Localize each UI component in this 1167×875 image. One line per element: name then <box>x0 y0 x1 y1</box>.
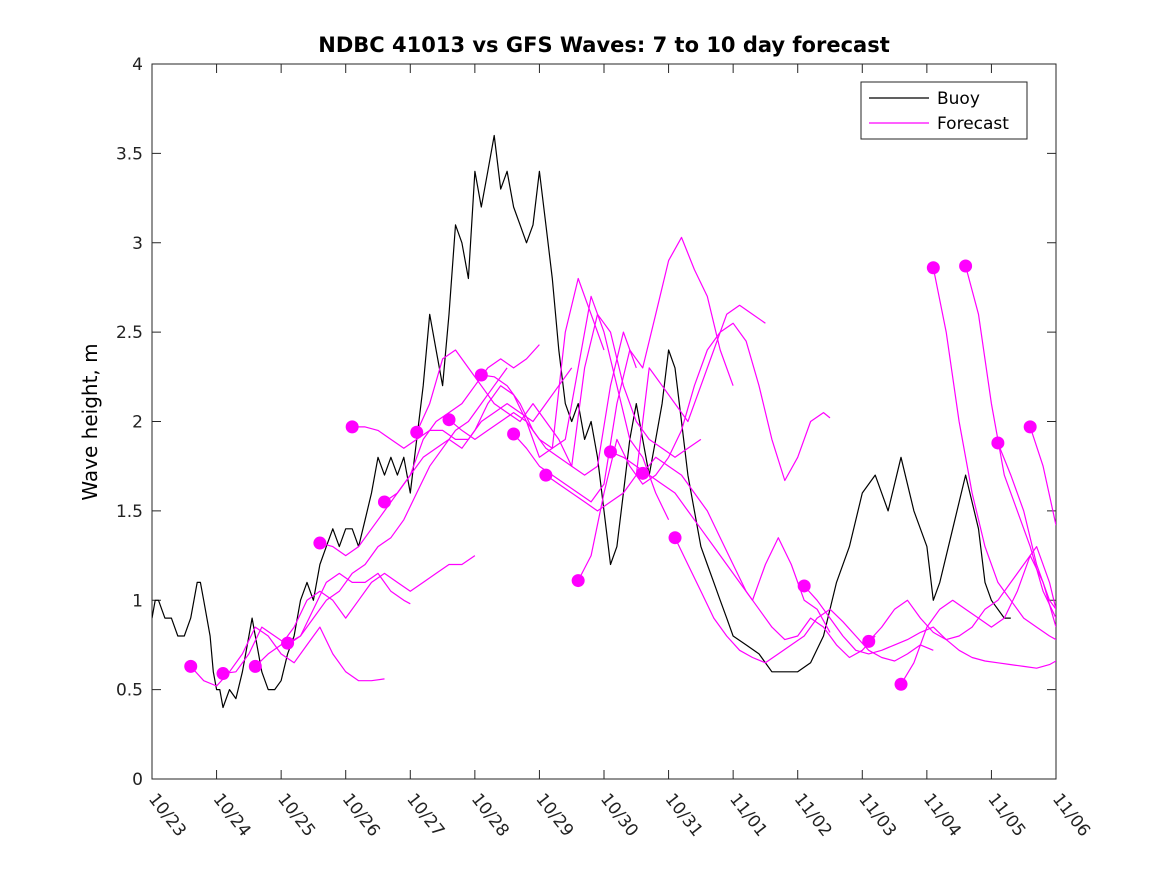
y-axis-label: Wave height, m <box>78 343 102 500</box>
forecast-start-marker-4 <box>281 636 295 650</box>
forecast-start-marker-6 <box>345 420 359 434</box>
forecast-series-line-13 <box>577 322 831 581</box>
forecast-series-line-9 <box>448 295 670 521</box>
forecast-series-line-2 <box>222 572 411 675</box>
forecast-start-marker-19 <box>894 677 908 691</box>
y-tick-label: 3 <box>132 234 143 254</box>
forecast-start-marker-5 <box>313 536 327 550</box>
forecast-series-line-19 <box>900 554 1056 685</box>
forecast-start-marker-16 <box>668 531 682 545</box>
forecast-start-marker-15 <box>636 466 650 480</box>
forecast-start-marker-21 <box>959 259 973 273</box>
forecast-series-line-8 <box>416 331 637 476</box>
forecast-series-line-10 <box>481 313 702 467</box>
y-tick-label: 1.5 <box>116 502 143 522</box>
chart-title: NDBC 41013 vs GFS Waves: 7 to 10 day for… <box>318 33 889 57</box>
forecast-start-marker-22 <box>991 436 1005 450</box>
forecast-start-marker-7 <box>377 495 391 509</box>
forecast-start-marker-8 <box>410 425 424 439</box>
forecast-start-marker-9 <box>442 413 456 427</box>
forecast-start-marker-17 <box>797 579 811 593</box>
legend-label-forecast: Forecast <box>937 114 1009 134</box>
forecast-series-line-22 <box>997 442 1056 610</box>
forecast-start-marker-14 <box>603 445 617 459</box>
forecast-series-line-21 <box>965 265 1056 619</box>
legend-label-buoy: Buoy <box>937 89 980 109</box>
forecast-start-marker-23 <box>1023 420 1037 434</box>
forecast-series-line-12 <box>545 304 766 512</box>
forecast-start-marker-20 <box>926 261 940 275</box>
forecast-series-line-4 <box>287 367 508 644</box>
forecast-series-line-23 <box>1029 426 1056 526</box>
series-lines <box>152 134 1056 709</box>
forecast-series-line-15 <box>642 456 876 659</box>
y-tick-label: 0.5 <box>116 681 143 701</box>
forecast-series-line-16 <box>674 537 934 664</box>
forecast-series-line-20 <box>932 267 1056 641</box>
forecast-start-marker-3 <box>248 659 262 673</box>
forecast-start-marker-10 <box>474 368 488 382</box>
y-tick-label: 0 <box>132 770 143 790</box>
forecast-start-marker-2 <box>216 667 230 681</box>
forecast-start-marker-1 <box>184 659 198 673</box>
forecast-start-marker-18 <box>862 634 876 648</box>
legend-box <box>860 81 1028 140</box>
y-tick-label: 4 <box>132 55 143 75</box>
buoy-series-line <box>152 134 1011 709</box>
y-tick-label: 1 <box>132 591 143 611</box>
y-tick-label: 2.5 <box>116 323 143 343</box>
forecast-series-line-7 <box>384 277 605 503</box>
forecast-start-marker-12 <box>539 468 553 482</box>
forecast-series-line-6 <box>352 367 573 449</box>
legend: Buoy Forecast <box>860 81 1028 140</box>
forecast-series-line-3 <box>254 555 476 667</box>
y-tick-label: 3.5 <box>116 144 143 164</box>
forecast-start-marker-11 <box>507 427 521 441</box>
forecast-series-line-17 <box>803 585 1056 669</box>
y-tick-label: 2 <box>132 413 143 433</box>
forecast-start-marker-13 <box>571 574 585 588</box>
